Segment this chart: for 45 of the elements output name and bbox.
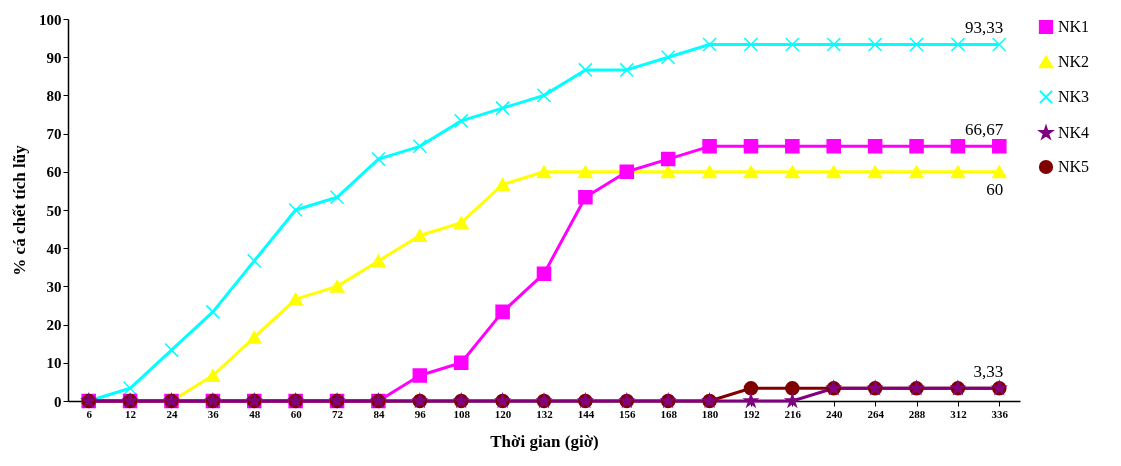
annotation: 60 xyxy=(986,179,1004,199)
y-tick-label: 70 xyxy=(46,126,62,143)
x-tick-label: 96 xyxy=(414,407,427,420)
y-tick-label: 30 xyxy=(46,278,62,295)
x-tick-label: 12 xyxy=(125,407,137,420)
y-tick-label: 80 xyxy=(46,87,62,104)
x-tick-label: 180 xyxy=(701,407,719,420)
x-tick-label: 168 xyxy=(660,407,678,420)
annotation: 66,67 xyxy=(965,120,1004,140)
annotation: 3,33 xyxy=(973,362,1004,382)
y-tick-label: 40 xyxy=(46,240,62,257)
y-tick-label: 50 xyxy=(46,202,62,219)
x-tick-label: 216 xyxy=(784,407,802,420)
y-tick-label: 60 xyxy=(46,164,62,181)
x-tick-label: 36 xyxy=(207,407,220,420)
x-tick-label: 132 xyxy=(536,407,554,420)
x-tick-label: 108 xyxy=(453,407,471,420)
legend-label: NK5 xyxy=(1058,158,1090,175)
annotation: 93,33 xyxy=(965,18,1004,38)
x-tick-label: 156 xyxy=(619,407,637,420)
x-tick-label: 288 xyxy=(908,407,926,420)
x-tick-label: 120 xyxy=(494,407,512,420)
legend-label: NK3 xyxy=(1058,88,1090,105)
y-tick-label: 20 xyxy=(46,317,62,334)
x-tick-label: 24 xyxy=(166,407,178,420)
y-tick-label: 90 xyxy=(46,49,62,66)
x-tick-label: 336 xyxy=(991,407,1009,420)
legend-label: NK4 xyxy=(1058,124,1090,141)
legend-label: NK2 xyxy=(1058,53,1090,70)
x-tick-label: 240 xyxy=(825,407,843,420)
x-tick-label: 312 xyxy=(950,407,968,420)
x-tick-label: 144 xyxy=(577,407,595,420)
y-axis-title: % cá chết tích lũy xyxy=(10,144,29,276)
x-tick-label: 72 xyxy=(332,407,344,420)
x-tick-label: 84 xyxy=(373,407,385,420)
x-tick-label: 60 xyxy=(290,407,303,420)
x-tick-label: 6 xyxy=(86,407,93,420)
x-tick-label: 264 xyxy=(867,407,885,420)
x-tick-label: 48 xyxy=(249,407,261,420)
x-axis-title: Thời gian (giờ) xyxy=(490,431,599,451)
x-tick-label: 192 xyxy=(743,407,761,420)
y-tick-label: 0 xyxy=(54,393,62,410)
legend-label: NK1 xyxy=(1058,18,1090,35)
y-tick-label: 100 xyxy=(39,11,62,28)
y-tick-label: 10 xyxy=(46,355,62,372)
